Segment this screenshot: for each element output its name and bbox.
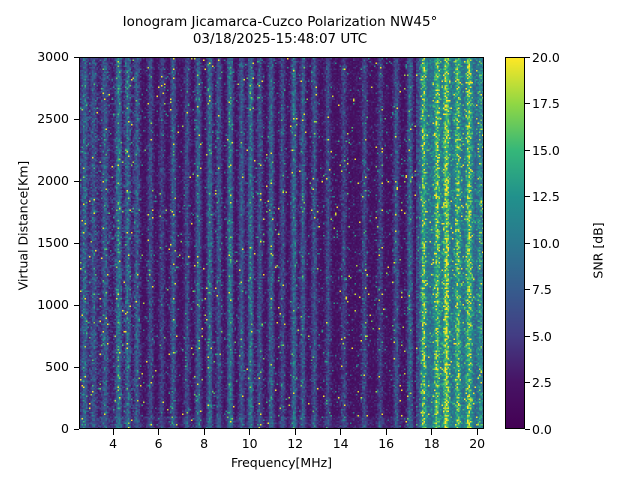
x-tick-label: 14 (332, 436, 349, 451)
ionogram-heatmap (80, 58, 483, 428)
colorbar-tick-mark (525, 149, 530, 151)
y-tick-label-wrap: 500 (0, 358, 69, 374)
colorbar-tick-mark (525, 428, 530, 430)
y-tick-mark (73, 428, 79, 430)
title-line-2: 03/18/2025-15:48:07 UTC (192, 31, 368, 47)
y-tick-label-wrap: 2000 (0, 172, 69, 188)
colorbar (505, 57, 525, 429)
x-tick-label: 8 (200, 436, 209, 451)
colorbar-tick-label: 10.0 (532, 235, 560, 251)
y-tick-label-wrap: 0 (0, 420, 69, 436)
y-tick-mark (73, 180, 79, 182)
y-tick-label: 1000 (37, 296, 69, 312)
colorbar-gradient (506, 58, 524, 428)
plot-area (79, 57, 484, 429)
x-tick-mark (340, 429, 342, 435)
x-tick-label: 4 (109, 436, 118, 451)
x-tick-mark (385, 429, 387, 435)
colorbar-label: SNR [dB] (590, 222, 606, 279)
y-tick-label: 2000 (37, 172, 69, 188)
y-axis-label: Virtual Distance[Km] (15, 160, 31, 291)
y-tick-label: 500 (45, 358, 69, 374)
y-tick-mark (73, 56, 79, 58)
colorbar-tick-mark (525, 196, 530, 197)
y-tick-label: 3000 (37, 48, 69, 64)
x-tick-mark (431, 429, 433, 435)
colorbar-tick-label: 5.0 (532, 328, 552, 344)
colorbar-tick-mark (525, 56, 530, 58)
y-tick-label: 1500 (37, 234, 69, 250)
colorbar-tick-mark (525, 242, 530, 244)
x-tick-label: 18 (423, 436, 440, 451)
colorbar-tick-label: 7.5 (532, 282, 552, 297)
title-line-1: Ionogram Jicamarca-Cuzco Polarization NW… (122, 14, 438, 30)
colorbar-tick-label: 17.5 (532, 96, 560, 111)
x-tick-label: 10 (241, 436, 258, 451)
y-tick-label-wrap: 1000 (0, 296, 69, 312)
x-tick-label: 6 (154, 436, 163, 451)
colorbar-tick-label: 20.0 (532, 49, 560, 65)
colorbar-tick-mark (525, 382, 530, 383)
y-tick-label-wrap: 3000 (0, 48, 69, 64)
x-tick-label: 16 (378, 436, 395, 451)
y-tick-label: 0 (61, 420, 69, 436)
x-tick-mark (158, 429, 160, 435)
colorbar-tick-mark (525, 289, 530, 290)
x-tick-mark (203, 429, 205, 435)
x-tick-label: 20 (469, 436, 486, 451)
y-tick-label: 2500 (37, 110, 69, 126)
y-tick-mark (73, 242, 79, 244)
y-tick-mark (73, 118, 79, 120)
y-tick-mark (73, 304, 79, 306)
y-tick-label-wrap: 2500 (0, 110, 69, 126)
colorbar-tick-label: 12.5 (532, 189, 560, 204)
x-tick-mark (476, 429, 478, 435)
colorbar-tick-label: 0.0 (532, 421, 552, 437)
x-tick-mark (294, 429, 296, 435)
colorbar-tick-label: 2.5 (532, 375, 552, 390)
x-tick-mark (112, 429, 114, 435)
y-tick-mark (73, 366, 79, 368)
colorbar-tick-label: 15.0 (532, 142, 560, 158)
colorbar-tick-mark (525, 103, 530, 104)
x-tick-mark (249, 429, 251, 435)
colorbar-tick-mark (525, 335, 530, 337)
x-axis-label: Frequency[MHz] (230, 455, 333, 470)
figure-title: Ionogram Jicamarca-Cuzco Polarization NW… (0, 14, 560, 48)
y-tick-label-wrap: 1500 (0, 234, 69, 250)
x-tick-label: 12 (287, 436, 304, 451)
